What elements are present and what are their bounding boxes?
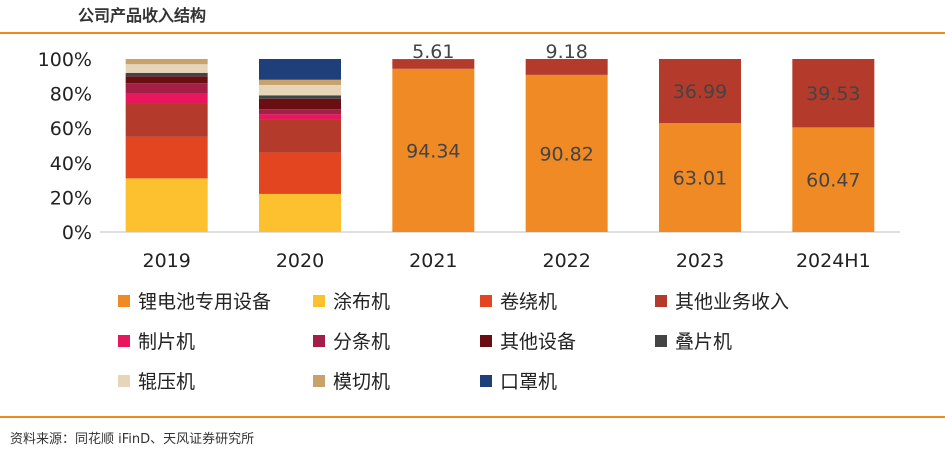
legend-item: 锂电池专用设备 xyxy=(118,287,271,314)
bar-segment xyxy=(259,193,341,232)
bar-segment xyxy=(392,68,475,232)
legend-swatch xyxy=(480,334,492,347)
chart-title: 公司产品收入结构 xyxy=(78,6,207,25)
bar-segment xyxy=(259,98,341,110)
data-label: 94.34 xyxy=(406,140,460,162)
legend-swatch xyxy=(118,374,130,387)
legend-swatch xyxy=(655,334,667,347)
top-divider xyxy=(0,32,945,34)
data-label: 9.18 xyxy=(546,41,588,63)
source-note: 资料来源：同花顺 iFinD、天风证券研究所 xyxy=(10,432,255,447)
bar-segment xyxy=(125,136,208,179)
legend-label: 辊压机 xyxy=(138,371,196,393)
bar-segment xyxy=(125,93,208,104)
legend-swatch xyxy=(118,334,130,347)
legend-item: 涂布机 xyxy=(313,287,390,314)
legend-label: 制片机 xyxy=(138,331,196,353)
bottom-divider xyxy=(0,416,945,418)
y-tick-label: 40% xyxy=(50,153,92,175)
data-label: 63.01 xyxy=(673,167,727,189)
bar-segment xyxy=(259,114,341,120)
legend-label: 口罩机 xyxy=(500,371,558,393)
y-tick-label: 60% xyxy=(50,118,92,140)
legend-swatch xyxy=(313,294,325,307)
bar-segment xyxy=(392,59,475,69)
bar-segment xyxy=(125,76,208,84)
legend-swatch xyxy=(655,294,667,307)
bar-segment xyxy=(125,64,208,73)
legend-swatch xyxy=(480,374,492,387)
legend-label: 卷绕机 xyxy=(500,291,558,313)
y-tick-label: 100% xyxy=(38,49,92,71)
bar-segment xyxy=(792,127,875,232)
bar-segment xyxy=(125,59,208,65)
bar-segment xyxy=(125,83,208,94)
bar-segment xyxy=(259,109,341,115)
data-label: 60.47 xyxy=(806,170,860,192)
legend-item: 辊压机 xyxy=(118,367,195,394)
bar-segment xyxy=(125,178,208,232)
legend-swatch xyxy=(313,334,325,347)
legend-label: 其他业务收入 xyxy=(675,291,790,313)
bar-segment xyxy=(259,79,341,85)
data-label: 90.82 xyxy=(539,143,593,165)
legend-item: 其他业务收入 xyxy=(655,287,789,314)
bar-segment xyxy=(125,72,208,77)
x-tick-label: 2021 xyxy=(409,250,457,272)
y-tick-label: 0% xyxy=(62,222,92,244)
legend-item: 模切机 xyxy=(313,367,390,394)
x-tick-label: 2022 xyxy=(542,250,590,272)
bar-segment xyxy=(259,119,341,153)
legend-label: 模切机 xyxy=(333,371,391,393)
bar-segment xyxy=(259,84,341,96)
legend-label: 其他设备 xyxy=(500,331,577,353)
bar-segment xyxy=(659,59,741,123)
bar-segment xyxy=(259,95,341,99)
legend-item: 分条机 xyxy=(313,327,390,354)
x-tick-label: 2020 xyxy=(276,250,324,272)
bar-segment xyxy=(125,103,208,137)
data-label: 5.61 xyxy=(412,41,454,63)
data-label: 36.99 xyxy=(673,81,727,103)
legend-item: 其他设备 xyxy=(480,327,576,354)
legend-label: 锂电池专用设备 xyxy=(138,291,272,313)
legend-item: 卷绕机 xyxy=(480,287,557,314)
legend-item: 制片机 xyxy=(118,327,195,354)
legend-label: 涂布机 xyxy=(333,291,391,313)
x-tick-label: 2024H1 xyxy=(796,250,871,272)
legend-label: 分条机 xyxy=(333,331,391,353)
legend-swatch xyxy=(480,294,492,307)
bar-segment xyxy=(525,74,608,232)
bar-segment xyxy=(259,152,341,194)
legend-swatch xyxy=(118,294,130,307)
stacked-bar-chart: 0% 20% 40% 60% 80% 100% 2019 2020 94.34 5.61 2021 9… xyxy=(38,41,900,272)
y-tick-label: 20% xyxy=(50,187,92,209)
legend-item: 口罩机 xyxy=(480,367,557,394)
legend-swatch xyxy=(313,374,325,387)
legend-item: 叠片机 xyxy=(655,327,732,354)
bar-segment xyxy=(792,59,875,128)
bar-segment xyxy=(525,59,608,75)
data-label: 39.53 xyxy=(806,83,860,105)
x-tick-label: 2019 xyxy=(142,250,190,272)
bar-segment xyxy=(659,122,741,232)
legend-label: 叠片机 xyxy=(675,331,733,353)
x-tick-label: 2023 xyxy=(676,250,724,272)
y-tick-label: 80% xyxy=(50,84,92,106)
bar-segment xyxy=(259,59,341,80)
